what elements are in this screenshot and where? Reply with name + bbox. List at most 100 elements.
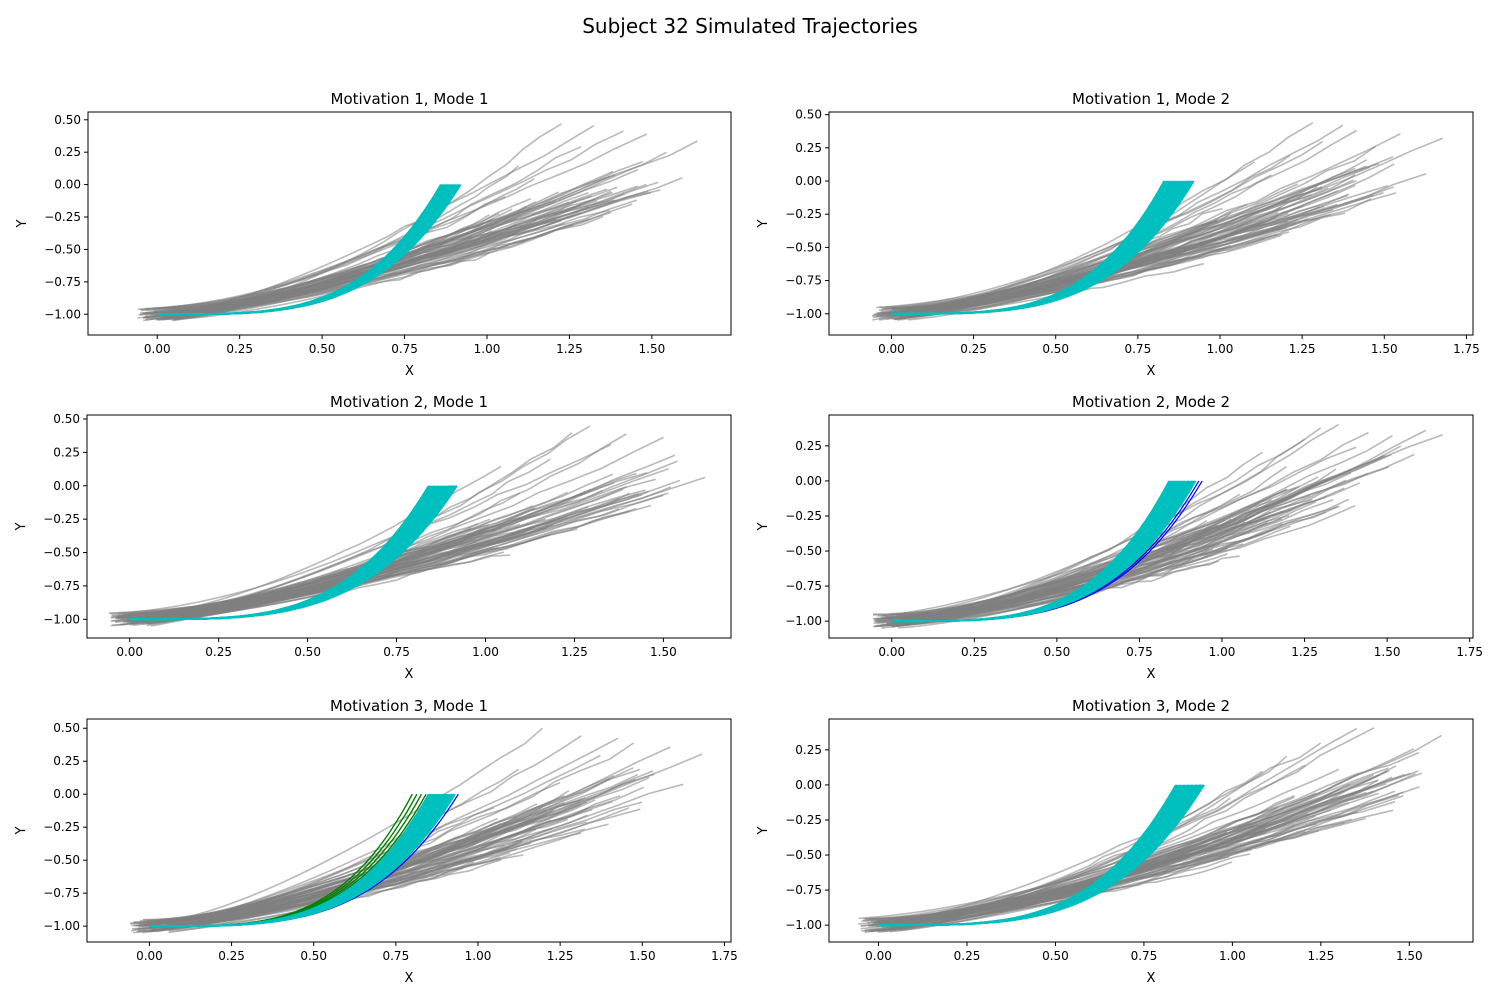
y-tick-label: −0.50 [785, 544, 822, 558]
gray-trajectory-line [900, 214, 1331, 310]
cyan-trajectorie-line [157, 184, 462, 316]
gray-trajectory-line [872, 751, 1420, 926]
gray-trajectory-line [167, 827, 553, 926]
gray-trajectory-line [153, 190, 612, 313]
x-tick-label: 1.50 [1374, 645, 1401, 659]
x-tick-label: 1.50 [629, 949, 656, 963]
y-tick-label: −1.00 [785, 307, 822, 321]
subplot-title: Motivation 2, Mode 2 [1072, 393, 1230, 411]
y-tick-label: −1.00 [43, 919, 80, 933]
y-axis-label: Y [14, 522, 29, 531]
cyan-trajectorie-line [891, 480, 1197, 623]
x-tick-label: 0.75 [1126, 645, 1153, 659]
gray-trajectory-line [133, 809, 555, 924]
y-tick-label: 0.00 [795, 474, 822, 488]
x-tick-label: 1.75 [1453, 342, 1480, 356]
subplot-1: 0.00 0.25 0.50 0.75 1.00 1.25 1.50 0.50 0.25 0.00… [15, 90, 732, 379]
x-tick-label: 1.25 [1289, 342, 1316, 356]
subplot-title: Motivation 1, Mode 2 [1072, 90, 1230, 108]
gray-trajectory-line [159, 191, 559, 315]
gray-trajectory-line [885, 488, 1288, 619]
axes-frame [86, 718, 732, 943]
y-tick-label: −0.50 [43, 546, 80, 560]
subplot-5: 0.00 0.25 0.50 0.75 1.00 1.25 1.50 1.75 0.50 0.25… [14, 697, 738, 986]
gray-trajectory-line [123, 473, 614, 615]
x-tick-label: 0.75 [1131, 949, 1158, 963]
x-tick-label: 0.25 [226, 342, 253, 356]
y-tick-label: −0.25 [44, 210, 81, 224]
y-tick-label: 0.00 [795, 174, 822, 188]
gray-trajectory-line [170, 188, 608, 311]
subplot-title: Motivation 1, Mode 1 [331, 90, 489, 108]
y-tick-label: 0.25 [53, 754, 80, 768]
x-axis-label: X [1147, 971, 1156, 986]
x-tick-label: 0.75 [382, 949, 409, 963]
x-tick-label: 0.25 [205, 645, 232, 659]
subplot-title: Motivation 3, Mode 2 [1072, 697, 1230, 715]
x-tick-label: 0.75 [1124, 342, 1151, 356]
x-tick-label: 0.75 [383, 645, 410, 659]
plot-area [871, 122, 1444, 321]
x-tick-label: 1.25 [1307, 949, 1334, 963]
y-tick-label: −0.50 [785, 848, 822, 862]
x-tick-label: 0.50 [300, 949, 327, 963]
y-axis-label: Y [756, 826, 771, 835]
y-tick-label: 0.00 [54, 178, 81, 192]
y-tick-label: 0.50 [795, 108, 822, 122]
x-tick-label: 0.50 [309, 342, 336, 356]
x-axis-label: X [1147, 667, 1156, 682]
y-tick-label: −1.00 [785, 614, 822, 628]
x-axis-label: X [405, 364, 414, 379]
x-tick-label: 1.00 [1207, 342, 1234, 356]
x-tick-label: 0.50 [294, 645, 321, 659]
plot-area [108, 425, 706, 627]
y-tick-label: 0.25 [795, 141, 822, 155]
axes-frame [87, 111, 732, 336]
gray-trajectory-line [861, 773, 1360, 932]
x-tick-label: 0.00 [116, 645, 143, 659]
y-tick-label: 0.50 [53, 412, 80, 426]
y-tick-label: −1.00 [43, 612, 80, 626]
gray-trajectories [858, 727, 1443, 933]
x-tick-label: 0.25 [218, 949, 245, 963]
gray-trajectory-line [877, 468, 1337, 617]
gray-trajectory-line [127, 506, 589, 615]
x-tick-label: 1.25 [561, 645, 588, 659]
gray-trajectory-line [158, 801, 581, 925]
y-tick-label: −0.50 [44, 242, 81, 256]
y-tick-label: 0.00 [53, 479, 80, 493]
y-tick-label: 0.25 [54, 145, 81, 159]
subplot-title: Motivation 3, Mode 1 [330, 697, 488, 715]
gray-trajectory-line [137, 778, 611, 932]
x-tick-label: 1.00 [472, 645, 499, 659]
axes-frame [828, 718, 1474, 943]
y-tick-label: −0.25 [43, 820, 80, 834]
y-tick-label: −0.75 [43, 886, 80, 900]
y-axis-label: Y [14, 826, 29, 835]
x-tick-label: 0.25 [961, 645, 988, 659]
plot-area [858, 727, 1443, 933]
subplot-3: 0.00 0.25 0.50 0.75 1.00 1.25 1.50 0.50 0.25 0.00… [14, 393, 732, 682]
x-tick-label: 0.00 [865, 949, 892, 963]
y-tick-label: −0.75 [44, 275, 81, 289]
gray-trajectory-line [144, 794, 565, 927]
gray-trajectory-line [129, 527, 472, 626]
y-axis-label: Y [756, 219, 771, 228]
gray-trajectory-line [117, 472, 637, 617]
x-tick-label: 0.50 [1044, 645, 1071, 659]
y-tick-label: −0.50 [43, 853, 80, 867]
cyan-trajectorie-line [891, 180, 1195, 315]
gray-trajectory-line [109, 425, 591, 615]
gray-trajectory-line [900, 521, 1268, 620]
gray-trajectory-line [874, 519, 1226, 628]
y-tick-label: −0.25 [785, 813, 822, 827]
y-tick-label: −0.75 [43, 579, 80, 593]
y-tick-label: −0.75 [785, 883, 822, 897]
x-tick-label: 1.25 [547, 949, 574, 963]
x-tick-label: 1.50 [639, 342, 666, 356]
y-tick-label: 0.00 [53, 787, 80, 801]
x-tick-label: 0.00 [136, 949, 163, 963]
axes-frame [828, 414, 1474, 639]
y-tick-label: 0.50 [54, 113, 81, 127]
